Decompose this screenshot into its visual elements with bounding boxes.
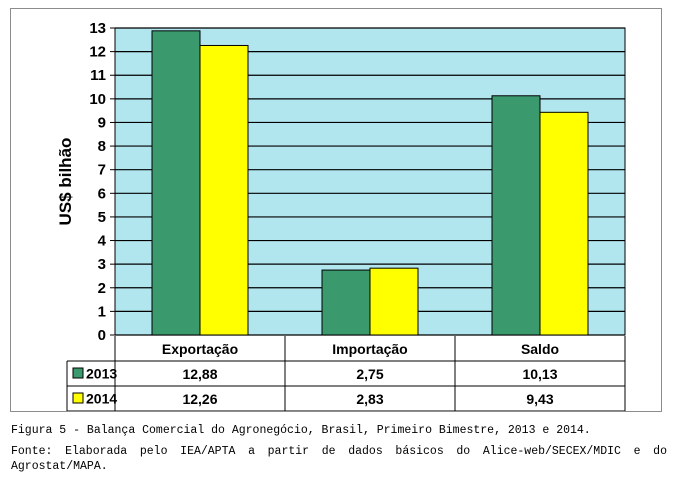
- data-label-2013-1: 2,75: [356, 366, 383, 382]
- legend-swatch-2013: [72, 367, 84, 379]
- category-label-2: Saldo: [521, 341, 559, 357]
- y-tick-label-7: 7: [98, 162, 106, 179]
- y-tick-label-13: 13: [89, 20, 106, 37]
- figure-caption: Figura 5 - Balança Comercial do Agronegó…: [11, 424, 591, 437]
- y-tick-label-0: 0: [98, 327, 106, 344]
- y-axis-title: US$ bilhão: [56, 138, 75, 226]
- data-label-2014-1: 2,83: [356, 391, 383, 407]
- y-tick-label-8: 8: [98, 138, 106, 155]
- y-tick-label-9: 9: [98, 114, 106, 131]
- y-tick-label-5: 5: [98, 209, 106, 226]
- data-label-2014-0: 12,26: [182, 391, 217, 407]
- legend-label-2014: 2014: [86, 391, 117, 407]
- legend-label-2013: 2013: [86, 366, 117, 382]
- bar-2013-2: [491, 95, 541, 336]
- bar-2014-0: [199, 44, 249, 336]
- bar-2013-1: [321, 269, 371, 336]
- source-note: Fonte: Elaborada pelo IEA/APTA a partir …: [11, 445, 667, 473]
- y-tick-label-6: 6: [98, 185, 106, 202]
- y-tick-label-3: 3: [98, 256, 106, 273]
- y-tick-label-11: 11: [90, 67, 106, 84]
- bar-2013-0: [151, 30, 201, 336]
- data-label-2013-2: 10,13: [522, 366, 557, 382]
- y-tick-label-10: 10: [89, 91, 106, 108]
- y-tick-label-2: 2: [98, 280, 106, 297]
- bar-2014-1: [369, 267, 419, 336]
- caption: Figura 5 - Balança Comercial do Agronegó…: [11, 423, 667, 480]
- data-label-2013-0: 12,88: [182, 366, 217, 382]
- y-tick-label-1: 1: [98, 303, 106, 320]
- data-label-2014-2: 9,43: [526, 391, 553, 407]
- category-label-0: Exportação: [162, 341, 238, 357]
- y-tick-label-4: 4: [98, 233, 107, 250]
- bar-2014-2: [539, 111, 589, 336]
- y-tick-label-12: 12: [89, 44, 106, 61]
- legend-swatch-2014: [72, 392, 84, 404]
- chart-frame: 0 1 2 3 4 5 6 7 8 9 10 11 12 13 US$ bilhão Exportação Im…: [10, 8, 662, 412]
- category-label-1: Importação: [332, 341, 407, 357]
